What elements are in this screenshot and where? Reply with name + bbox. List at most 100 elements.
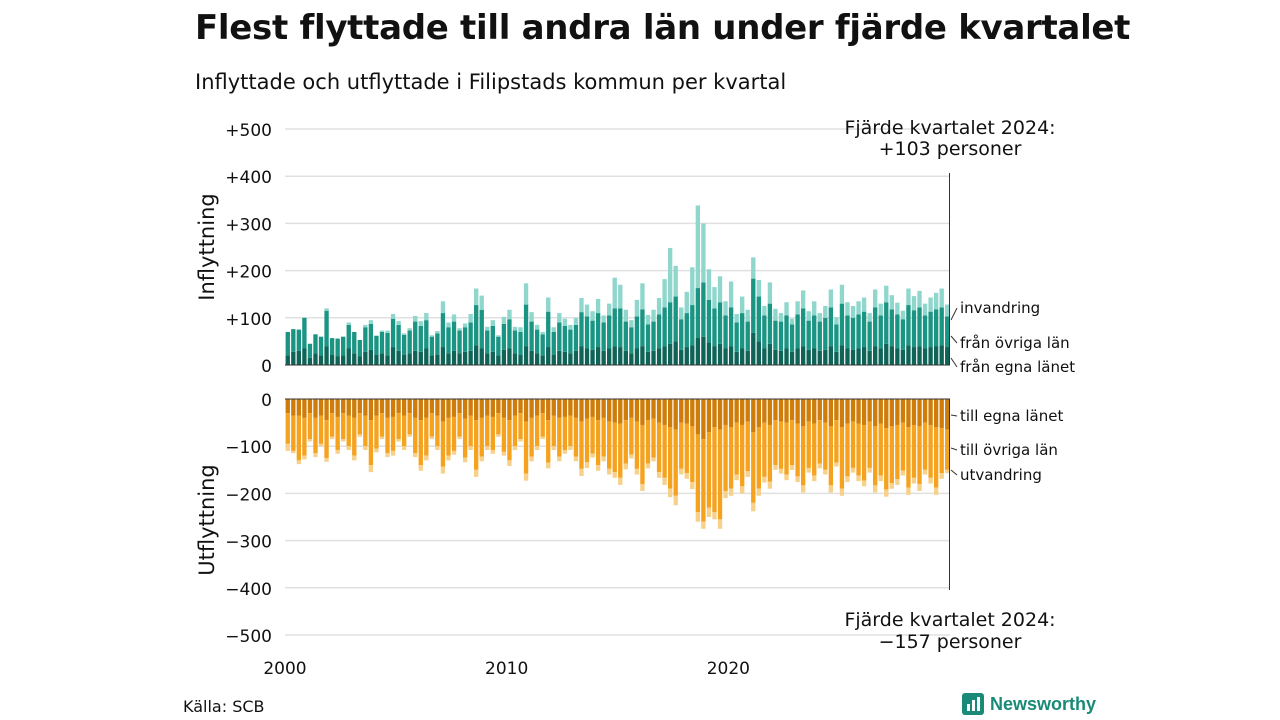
bar-to-other-counties <box>584 418 590 463</box>
bar-from-other-counties <box>462 327 468 352</box>
bar-to-other-counties <box>684 423 689 474</box>
bar-to-other-counties <box>357 413 362 435</box>
bar-immigration <box>440 301 446 314</box>
bar-emigration <box>579 468 584 476</box>
bar-immigration <box>773 308 778 321</box>
bar-emigration <box>385 453 390 458</box>
bar-from-other-counties <box>440 313 446 348</box>
bar-to-other-counties <box>529 417 534 457</box>
bar-from-own-county <box>861 347 867 365</box>
bar-to-other-counties <box>291 415 296 451</box>
bar-from-own-county <box>800 346 806 365</box>
bar-immigration <box>518 327 523 332</box>
bar-to-own-county <box>335 399 340 417</box>
bar-to-other-counties <box>651 418 656 458</box>
bar-emigration <box>584 462 590 468</box>
bar-from-own-county <box>595 347 601 365</box>
bar-to-own-county <box>712 399 717 428</box>
bar-from-own-county <box>690 345 695 365</box>
bar-to-own-county <box>474 399 479 421</box>
bar-immigration <box>396 321 401 325</box>
bar-immigration <box>468 314 473 323</box>
bar-emigration <box>690 482 695 490</box>
bar-to-other-counties <box>795 423 800 477</box>
bar-to-own-county <box>485 399 490 416</box>
bar-from-other-counties <box>457 330 462 354</box>
bar-to-own-county <box>601 399 606 418</box>
bar-from-other-counties <box>363 327 368 352</box>
bar-from-own-county <box>601 350 606 365</box>
bar-from-own-county <box>717 343 723 365</box>
bar-to-own-county <box>745 399 750 422</box>
bar-to-other-counties <box>496 413 501 435</box>
bar-from-other-counties <box>745 321 750 351</box>
bar-emigration <box>861 480 867 487</box>
bar-to-other-counties <box>601 417 606 457</box>
newsworthy-logo-text: Newsworthy <box>990 693 1097 714</box>
bar-to-own-county <box>329 399 335 414</box>
bar-from-other-counties <box>717 302 723 344</box>
bar-to-other-counties <box>800 426 806 486</box>
bar-immigration <box>479 295 484 310</box>
bar-immigration <box>534 324 540 330</box>
bar-from-own-county <box>429 355 435 365</box>
bar-from-own-county <box>939 345 944 365</box>
bar-from-own-county <box>873 346 878 365</box>
newsworthy-logo[interactable]: Newsworthy <box>962 693 1096 715</box>
bar-emigration <box>928 477 933 484</box>
bar-from-own-county <box>291 351 296 365</box>
bar-from-own-county <box>529 350 534 365</box>
bar-from-other-counties <box>867 321 872 351</box>
bar-to-own-county <box>629 399 634 418</box>
bar-from-own-county <box>695 337 701 365</box>
y-tick-label: −500 <box>225 627 272 647</box>
bar-to-other-counties <box>296 415 302 461</box>
bar-to-own-county <box>429 399 435 414</box>
bar-from-other-counties <box>479 309 484 349</box>
bar-immigration <box>474 288 479 306</box>
bar-to-other-counties <box>546 420 551 463</box>
bar-to-other-counties <box>878 423 883 476</box>
bar-immigration <box>446 322 451 328</box>
bar-from-other-counties <box>895 314 900 349</box>
bar-immigration <box>607 303 612 316</box>
bar-immigration <box>690 267 695 306</box>
bar-from-own-county <box>341 355 346 365</box>
bar-from-own-county <box>795 348 800 365</box>
bar-to-other-counties <box>429 413 435 437</box>
bar-from-other-counties <box>878 315 883 349</box>
bar-from-own-county <box>296 350 302 365</box>
bar-to-other-counties <box>933 427 939 488</box>
bar-to-other-counties <box>850 421 856 468</box>
bar-from-own-county <box>740 348 745 365</box>
bar-from-other-counties <box>673 296 678 342</box>
bar-from-other-counties <box>945 316 950 348</box>
bar-emigration <box>529 456 534 462</box>
bar-to-own-county <box>529 399 534 418</box>
bar-from-own-county <box>911 347 917 365</box>
bar-to-other-counties <box>839 427 845 489</box>
bar-to-other-counties <box>889 426 894 484</box>
bar-from-own-county <box>462 351 468 365</box>
bar-from-own-county <box>551 354 556 365</box>
bar-immigration <box>856 301 861 315</box>
bar-to-own-county <box>878 399 883 424</box>
bar-emigration <box>296 460 302 465</box>
chart-title: Flest flyttade till andra län under fjär… <box>195 8 1131 48</box>
bar-to-other-counties <box>629 417 634 455</box>
bar-emigration <box>568 446 573 450</box>
bar-from-other-counties <box>368 323 374 350</box>
bar-from-own-county <box>590 349 595 365</box>
bar-to-other-counties <box>634 421 640 469</box>
bar-to-own-county <box>933 399 939 428</box>
bar-emigration <box>762 476 767 483</box>
bar-emigration <box>640 483 645 492</box>
bar-from-own-county <box>623 350 628 365</box>
bar-to-other-counties <box>767 424 773 482</box>
bar-emigration <box>390 450 396 456</box>
bar-from-other-counties <box>789 324 795 352</box>
bar-to-other-counties <box>823 422 828 470</box>
bar-immigration <box>551 327 556 332</box>
bar-from-own-county <box>523 346 529 365</box>
bar-to-other-counties <box>828 426 834 486</box>
